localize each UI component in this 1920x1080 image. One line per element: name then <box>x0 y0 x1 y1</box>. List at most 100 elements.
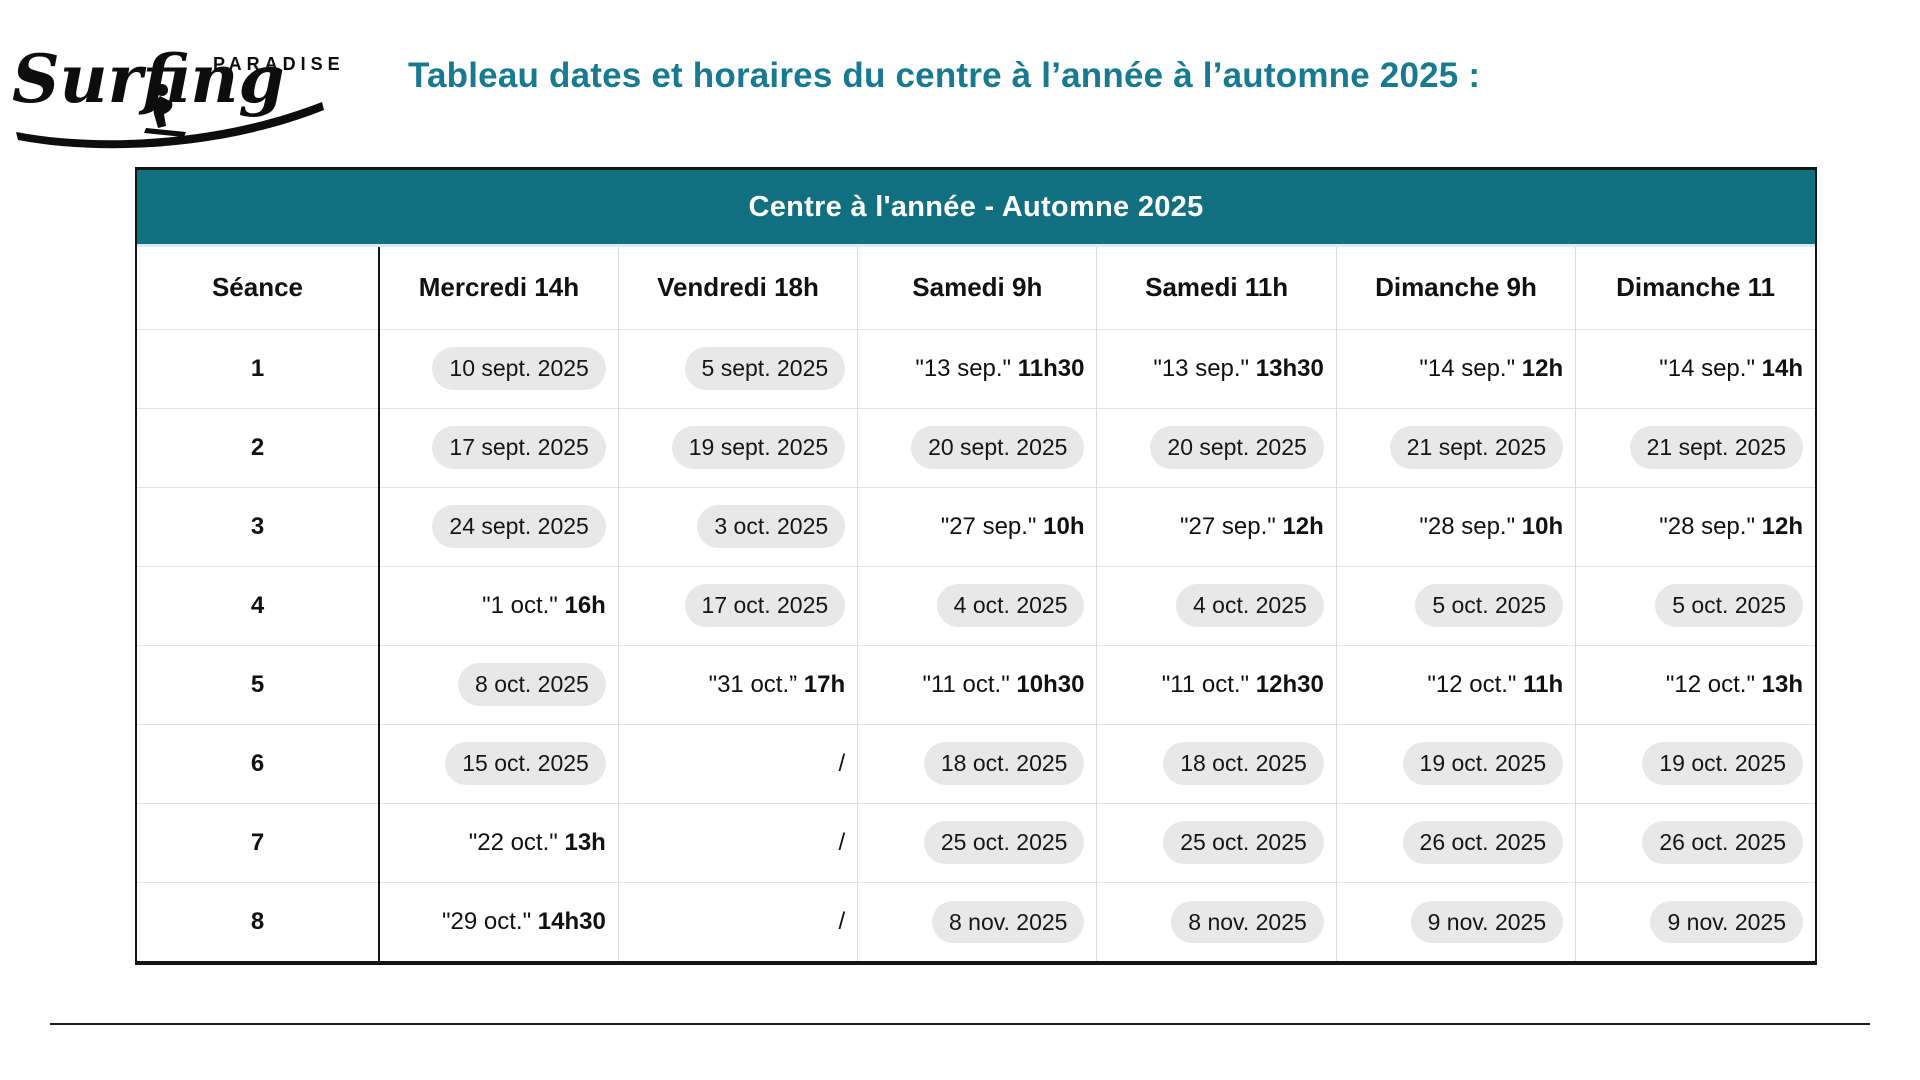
table-row: 2 17 sept. 2025 19 sept. 2025 20 sept. 2025… <box>137 407 1815 487</box>
date-pill-cell: 20 sept. 2025 <box>857 407 1097 487</box>
brand-script-text: Surfing <box>12 40 285 118</box>
date-pill-cell: 8 nov. 2025 <box>1096 881 1337 961</box>
date-pill: 8 nov. 2025 <box>931 900 1085 943</box>
date-pill-cell: 19 oct. 2025 <box>1335 723 1576 803</box>
date-pill-cell: 21 sept. 2025 <box>1335 407 1576 487</box>
date-pill-cell: 21 sept. 2025 <box>1575 407 1815 487</box>
date-time-cell: "1 oct." 16h <box>377 565 619 645</box>
date-pill-cell: 19 sept. 2025 <box>617 407 858 487</box>
column-header-row: Séance Mercredi 14h Vendredi 18h Samedi … <box>137 247 1815 329</box>
date-pill-cell: 26 oct. 2025 <box>1575 802 1815 882</box>
date-pill: 18 oct. 2025 <box>1163 742 1324 785</box>
date-pill: 4 oct. 2025 <box>936 584 1085 627</box>
schedule-table: Centre à l'année - Automne 2025 Séance M… <box>135 167 1817 965</box>
date-pill: 8 oct. 2025 <box>458 663 606 706</box>
column-header-samedi-9h: Samedi 9h <box>857 247 1097 329</box>
table-row: 8 "29 oct." 14h30/ 8 nov. 2025 8 nov. 2025 9… <box>137 881 1815 961</box>
table-row: 1 10 sept. 2025 5 sept. 2025 "13 sep." 11h3… <box>137 328 1815 408</box>
date-pill: 4 oct. 2025 <box>1176 584 1324 627</box>
date-pill: 10 sept. 2025 <box>432 347 606 390</box>
date-pill: 9 nov. 2025 <box>1410 900 1564 943</box>
date-time-cell: "27 sep." 12h <box>1096 486 1337 566</box>
date-pill: 24 sept. 2025 <box>432 505 606 548</box>
date-time-cell: "11 oct." 10h30 <box>857 644 1097 724</box>
date-pill-cell: 25 oct. 2025 <box>1096 802 1337 882</box>
seance-number: 5 <box>137 644 379 724</box>
date-pill-cell: 25 oct. 2025 <box>857 802 1097 882</box>
date-pill: 21 sept. 2025 <box>1629 426 1803 469</box>
date-time-cell: "28 sep." 12h <box>1575 486 1815 566</box>
table-row: 5 8 oct. 2025 "31 oct.” 17h "11 oct." 10h30… <box>137 644 1815 724</box>
column-header-seance: Séance <box>211 272 304 303</box>
seance-number: 7 <box>137 802 379 882</box>
date-pill: 26 oct. 2025 <box>1402 821 1564 864</box>
date-pill: 5 oct. 2025 <box>1655 584 1803 627</box>
date-pill-cell: 5 sept. 2025 <box>617 328 858 408</box>
column-header-dimanche-9h: Dimanche 9h <box>1335 247 1576 329</box>
seance-number: 4 <box>137 565 379 645</box>
date-pill: 5 oct. 2025 <box>1415 584 1564 627</box>
column-header-samedi-11h: Samedi 11h <box>1096 247 1337 329</box>
seance-number: 6 <box>137 723 379 803</box>
date-pill: 25 oct. 2025 <box>1163 821 1324 864</box>
date-pill: 19 sept. 2025 <box>671 426 846 469</box>
date-pill: 19 oct. 2025 <box>1402 742 1564 785</box>
date-pill: 21 sept. 2025 <box>1389 426 1564 469</box>
date-pill-cell: 4 oct. 2025 <box>857 565 1097 645</box>
surfing-paradise-logo: Surfing PARADISE <box>10 10 345 160</box>
date-time-cell: "13 sep." 11h30 <box>857 328 1097 408</box>
bottom-divider <box>50 1023 1870 1025</box>
date-pill: 20 sept. 2025 <box>911 426 1085 469</box>
date-time-cell: "31 oct.” 17h <box>617 644 858 724</box>
table-row: 6 15 oct. 2025 / 18 oct. 2025 18 oct. 2025 19… <box>137 723 1815 803</box>
date-pill-cell: 9 nov. 2025 <box>1575 881 1815 961</box>
date-pill-cell: 10 sept. 2025 <box>377 328 619 408</box>
date-pill-cell: 4 oct. 2025 <box>1096 565 1337 645</box>
column-header-vendredi: Vendredi 18h <box>617 247 858 329</box>
date-pill: 3 oct. 2025 <box>697 505 846 548</box>
date-time-cell: "12 oct." 13h <box>1575 644 1815 724</box>
date-time-cell: "11 oct." 12h30 <box>1096 644 1337 724</box>
date-time-cell: "28 sep." 10h <box>1335 486 1576 566</box>
date-pill-cell: 26 oct. 2025 <box>1335 802 1576 882</box>
date-pill: 8 nov. 2025 <box>1171 900 1324 943</box>
date-time-cell: "27 sep." 10h <box>857 486 1097 566</box>
logo-swoosh <box>16 102 324 149</box>
date-time-cell: "29 oct." 14h30 <box>377 881 619 961</box>
logo-graphic: Surfing PARADISE <box>12 40 345 149</box>
date-pill: 5 sept. 2025 <box>684 347 846 390</box>
table-title-band: Centre à l'année - Automne 2025 <box>137 170 1815 247</box>
seance-number: 3 <box>137 486 379 566</box>
date-pill: 25 oct. 2025 <box>923 821 1085 864</box>
date-pill-cell: 3 oct. 2025 <box>617 486 858 566</box>
table-row: 4 "1 oct." 16h 17 oct. 2025 4 oct. 2025 4 oc… <box>137 565 1815 645</box>
date-time-cell: "14 sep." 12h <box>1335 328 1576 408</box>
date-pill: 19 oct. 2025 <box>1642 742 1803 785</box>
column-header-mercredi: Mercredi 14h <box>377 247 619 329</box>
schedule-grid: Séance Mercredi 14h Vendredi 18h Samedi … <box>137 247 1815 961</box>
date-pill: 9 nov. 2025 <box>1650 900 1803 943</box>
seance-number: 2 <box>137 407 379 487</box>
date-time-cell: "12 oct." 11h <box>1335 644 1576 724</box>
date-pill: 26 oct. 2025 <box>1642 821 1803 864</box>
date-time-cell: "14 sep." 14h <box>1575 328 1815 408</box>
brand-caps-text: PARADISE <box>213 54 345 74</box>
table-row: 3 24 sept. 2025 3 oct. 2025 "27 sep." 10h "2… <box>137 486 1815 566</box>
date-pill: 15 oct. 2025 <box>445 742 606 785</box>
table-row: 7 "22 oct." 13h/ 25 oct. 2025 25 oct. 2025 2… <box>137 802 1815 882</box>
date-time-cell: "22 oct." 13h <box>377 802 619 882</box>
table-title: Centre à l'année - Automne 2025 <box>748 190 1204 223</box>
surfer-icon <box>144 84 186 137</box>
seance-number: 1 <box>137 328 379 408</box>
date-pill-cell: 8 nov. 2025 <box>857 881 1097 961</box>
date-pill: 17 oct. 2025 <box>684 584 846 627</box>
date-pill-cell: 19 oct. 2025 <box>1575 723 1815 803</box>
date-pill-cell: 24 sept. 2025 <box>377 486 619 566</box>
empty-cell: / <box>617 802 858 882</box>
schedule-body: 1 10 sept. 2025 5 sept. 2025 "13 sep." 11h3… <box>137 328 1815 961</box>
date-pill-cell: 15 oct. 2025 <box>377 723 619 803</box>
date-pill-cell: 5 oct. 2025 <box>1335 565 1576 645</box>
date-pill-cell: 18 oct. 2025 <box>1096 723 1337 803</box>
seance-number: 8 <box>137 881 379 961</box>
